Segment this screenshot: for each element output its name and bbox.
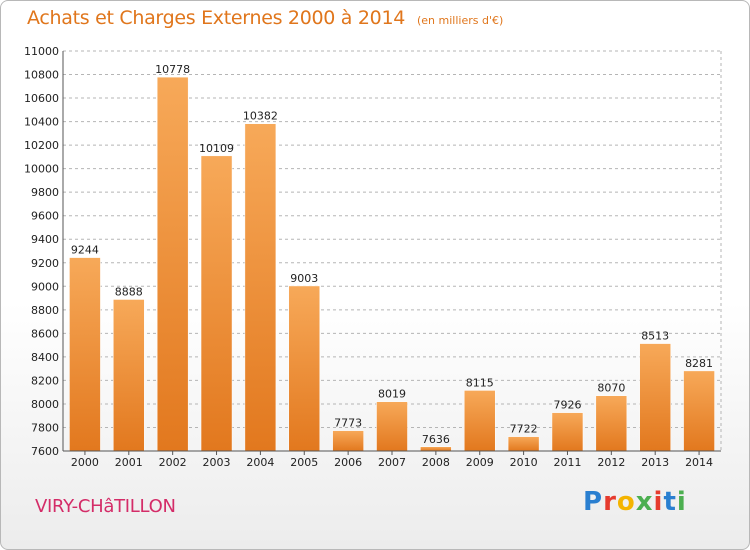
logo-letter: r: [603, 487, 617, 517]
data-label-2005: 9003: [290, 272, 318, 285]
x-tick-label: 2009: [466, 456, 494, 469]
bar-2003: [200, 155, 233, 452]
bar-2004: [244, 123, 277, 452]
logo-letter: i: [676, 487, 687, 517]
bar-2011: [551, 412, 584, 452]
logo-letter: P: [583, 487, 604, 517]
logo-letter: o: [616, 487, 636, 517]
data-label-2014: 8281: [685, 357, 713, 370]
data-label-2001: 8888: [115, 285, 143, 298]
y-tick-label: 9800: [31, 186, 59, 199]
y-tick-label: 10000: [24, 163, 59, 176]
y-tick-label: 7600: [31, 445, 59, 458]
data-label-2010: 7722: [510, 423, 538, 436]
y-tick-label: 9200: [31, 257, 59, 270]
data-label-2006: 7773: [334, 417, 362, 430]
y-tick-label: 8200: [31, 374, 59, 387]
city-name: VIRY-CHâTILLON: [35, 496, 176, 517]
bar-2014: [683, 370, 715, 452]
data-label-2002: 10778: [155, 63, 190, 76]
x-tick-label: 2014: [685, 456, 713, 469]
x-tick-label: 2013: [641, 456, 669, 469]
bar-2005: [288, 285, 321, 452]
data-label-2004: 10382: [243, 110, 278, 123]
x-tick-label: 2001: [115, 456, 143, 469]
y-tick-label: 8400: [31, 351, 59, 364]
bar-2002: [156, 76, 189, 452]
data-label-2003: 10109: [199, 142, 234, 155]
x-tick-label: 2007: [378, 456, 406, 469]
x-tick-label: 2002: [159, 456, 187, 469]
data-label-2013: 8513: [641, 330, 669, 343]
y-tick-label: 8000: [31, 398, 59, 411]
y-tick-label: 9600: [31, 210, 59, 223]
y-tick-label: 9000: [31, 280, 59, 293]
y-tick-label: 10400: [24, 116, 59, 129]
y-tick-label: 10200: [24, 139, 59, 152]
data-label-2012: 8070: [597, 382, 625, 395]
data-label-2011: 7926: [553, 399, 581, 412]
chart-title: Achats et Charges Externes 2000 à 2014: [27, 7, 406, 29]
data-label-2009: 8115: [466, 376, 494, 389]
axes: 7600 7800 8000 8200 8400 8600 8800 9000 9200 9400…: [24, 45, 721, 469]
x-tick-label: 2006: [334, 456, 362, 469]
data-label-2008: 7636: [422, 433, 450, 446]
bar-2010: [507, 436, 540, 452]
logo-letter: t: [663, 487, 677, 517]
x-tick-label: 2004: [246, 456, 274, 469]
logo-letter: i: [653, 487, 664, 517]
logo-letter: x: [635, 487, 654, 517]
bar-2009: [463, 390, 496, 452]
chart-subtitle: (en milliers d'€): [417, 14, 504, 27]
y-tick-label: 7800: [31, 421, 59, 434]
y-tick-label: 10800: [24, 69, 59, 82]
y-tick-label: 8800: [31, 304, 59, 317]
x-tick-label: 2012: [597, 456, 625, 469]
bar-2001: [113, 299, 145, 452]
y-tick-label: 8600: [31, 327, 59, 340]
bar-2000: [69, 257, 101, 452]
x-tick-label: 2000: [71, 456, 99, 469]
x-tick-label: 2003: [203, 456, 231, 469]
bar-2008: [420, 446, 452, 452]
y-tick-label: 9400: [31, 233, 59, 246]
y-tick-label: 10600: [24, 92, 59, 105]
x-tick-label: 2010: [510, 456, 538, 469]
bars: [69, 76, 715, 452]
x-tick-label: 2005: [290, 456, 318, 469]
bar-2006: [332, 430, 364, 452]
bar-2012: [595, 395, 628, 452]
proxiti-logo[interactable]: Proxiti: [583, 487, 687, 517]
data-label-2007: 8019: [378, 388, 406, 401]
x-tick-label: 2008: [422, 456, 450, 469]
data-labels: 9244 8888 10778 10109 10382 9003 7773 8019 7636 8…: [71, 63, 713, 446]
bar-2007: [376, 401, 408, 452]
x-tick-label: 2011: [553, 456, 581, 469]
data-label-2000: 9244: [71, 244, 99, 257]
bar-2013: [639, 343, 671, 452]
y-tick-label: 11000: [24, 45, 59, 58]
